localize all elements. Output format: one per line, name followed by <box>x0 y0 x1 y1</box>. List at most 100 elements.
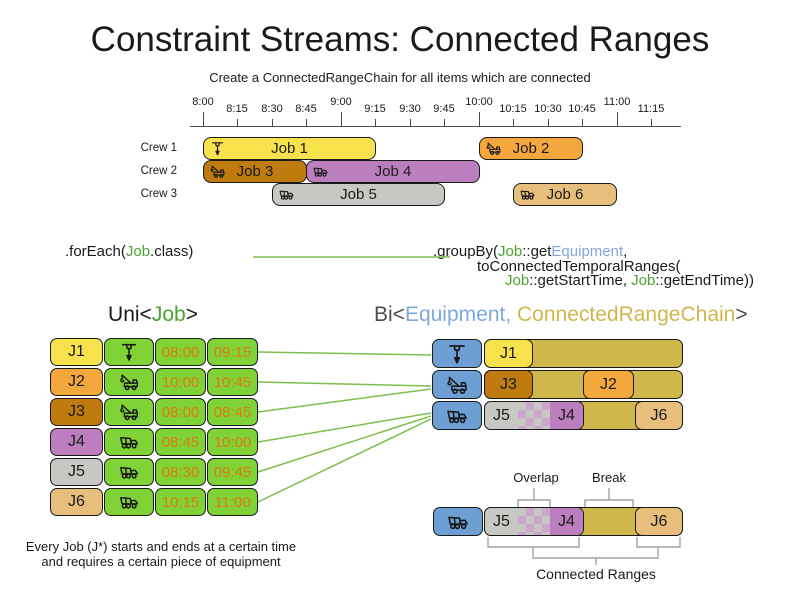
code-job-token: Job <box>631 272 656 289</box>
uni-equipment-cell <box>104 398 154 426</box>
gantt-bar-label: Job 6 <box>546 186 584 203</box>
pile-driver-icon <box>211 142 224 156</box>
dump-truck-icon <box>120 437 138 449</box>
footnote: Every Job (J*) starts and ends at a cert… <box>5 539 317 569</box>
tick-mark <box>617 112 619 127</box>
uni-title: Uni<Job> <box>48 303 258 327</box>
uni-equipment-cell <box>104 458 154 486</box>
overlap-checker <box>518 402 550 429</box>
code-text: ::getStartTime, <box>529 272 632 289</box>
uni-job-id: J2 <box>50 368 103 396</box>
uni-end-time: 10:00 <box>207 428 258 456</box>
mobile-crane-icon <box>210 165 225 178</box>
foreach-code: .forEach(Job.class) <box>65 244 193 259</box>
pile-driver-icon <box>121 343 137 361</box>
crew-label: Crew 3 <box>140 188 177 200</box>
tick-label: 9:30 <box>399 103 421 115</box>
bi-overlap-group: J5 J4 <box>484 401 584 430</box>
uni-start-time: 08:00 <box>155 338 206 366</box>
gantt-bar-job1: Job 1 <box>203 137 376 160</box>
uni-end-time: 09:45 <box>207 458 258 486</box>
groupby-code-line2: toConnectedTemporalRanges( <box>477 259 680 274</box>
tick-mark <box>306 119 308 127</box>
break-label: Break <box>592 470 626 485</box>
gantt-bar-job6: Job 6 <box>513 183 617 206</box>
mobile-crane-icon <box>120 404 138 421</box>
footnote-line: and requires a certain piece of equipmen… <box>41 553 281 569</box>
dump-truck-icon <box>520 190 535 200</box>
bi-job-j2: J2 <box>583 370 634 399</box>
uni-job-id: J5 <box>50 458 103 486</box>
uni-end-time: 11:00 <box>207 488 258 516</box>
tick-mark <box>582 119 584 127</box>
footnote-line: Every Job (J*) starts and ends at a cert… <box>25 539 297 554</box>
code-text: .forEach( <box>65 243 126 260</box>
bi-title: Bi<Equipment, ConnectedRangeChain> <box>374 303 748 327</box>
tick-mark <box>341 112 343 127</box>
legend-job-j4: J4 <box>550 508 583 535</box>
gantt-bar-job5: Job 5 <box>272 183 445 206</box>
code-text: .groupBy( <box>433 243 499 260</box>
tick-label: 8:00 <box>192 96 214 108</box>
uni-title-job: Job <box>151 303 186 326</box>
tick-label: 10:00 <box>465 96 493 108</box>
uni-job-id: J3 <box>50 398 103 426</box>
tick-label: 10:45 <box>568 103 596 115</box>
code-job-token: Job <box>505 272 530 289</box>
legend-job-j6: J6 <box>635 507 683 536</box>
tick-label: 8:45 <box>295 103 317 115</box>
dump-truck-icon <box>279 190 294 200</box>
gantt-bar-label: Job 1 <box>271 140 308 157</box>
uni-title-text: > <box>185 303 198 326</box>
tick-mark <box>237 119 239 127</box>
uni-equipment-cell <box>104 368 154 396</box>
gantt-bar-label: Job 4 <box>374 163 412 180</box>
tick-label: 11:00 <box>603 96 631 108</box>
bi-title-chain: ConnectedRangeChain <box>517 303 736 326</box>
overlap-checker <box>518 508 550 535</box>
code-text: , <box>623 243 628 260</box>
bi-job-j1: J1 <box>484 339 533 368</box>
uni-job-id: J4 <box>50 428 103 456</box>
code-text: ::get <box>522 243 552 260</box>
legend-job-j5: J5 <box>485 508 518 535</box>
dump-truck-icon <box>447 410 467 423</box>
tick-label: 11:15 <box>637 103 665 115</box>
range1-bracket <box>487 537 580 548</box>
pile-driver-icon <box>449 344 465 364</box>
uni-end-time: 08:45 <box>207 398 258 426</box>
connected-ranges-label: Connected Ranges <box>536 566 656 582</box>
uni-start-time: 08:30 <box>155 458 206 486</box>
bi-title-text: > <box>735 303 748 326</box>
tick-label: 8:30 <box>261 103 283 115</box>
uni-end-time: 09:15 <box>207 338 258 366</box>
tick-label: 9:15 <box>364 103 386 115</box>
tick-mark <box>203 112 205 127</box>
break-bracket <box>584 499 634 507</box>
uni-equipment-cell <box>104 428 154 456</box>
code-equipment-token: Equipment <box>551 243 624 260</box>
mobile-crane-icon <box>486 142 501 155</box>
gantt-bar-job2: Job 2 <box>479 137 583 160</box>
tick-mark <box>410 119 412 127</box>
tick-label: 10:30 <box>534 103 562 115</box>
bi-equipment-cell <box>432 401 482 430</box>
uni-job-id: J1 <box>50 338 103 366</box>
range2-bracket <box>636 537 681 548</box>
dump-truck-icon <box>120 497 138 509</box>
bi-job-j5: J5 <box>485 402 518 429</box>
timeline-axis <box>190 126 681 128</box>
uni-start-time: 08:00 <box>155 398 206 426</box>
connected-ranges-bracket <box>532 548 659 559</box>
uni-end-time: 10:45 <box>207 368 258 396</box>
legend-equipment-cell <box>433 507 483 536</box>
dump-truck-icon <box>313 167 328 177</box>
code-text: ::getEndTime)) <box>655 272 755 289</box>
bi-job-j4: J4 <box>550 402 583 429</box>
groupby-code-line1: .groupBy(Job::getEquipment, <box>433 244 627 259</box>
bi-title-text: , <box>505 303 518 326</box>
bi-job-j6: J6 <box>635 401 683 430</box>
crew-label: Crew 2 <box>140 165 177 177</box>
tick-label: 9:45 <box>433 103 455 115</box>
code-text: .class) <box>150 243 194 260</box>
